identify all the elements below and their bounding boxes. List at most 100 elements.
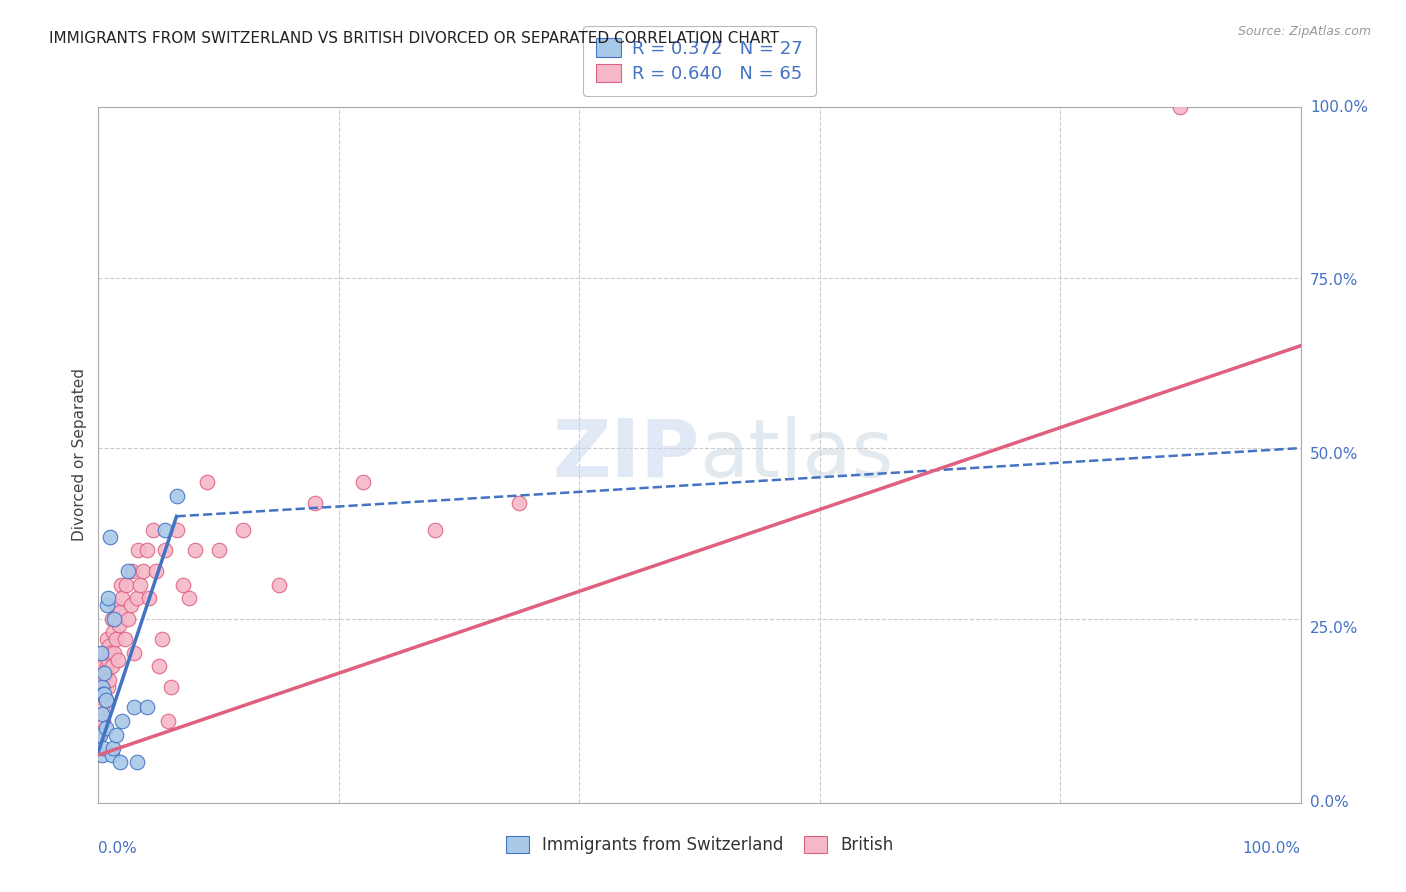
Point (94, 721, 117, 735)
Point (423, 523, 446, 537)
Point (91, 707, 114, 722)
Point (120, 598, 142, 612)
Point (91, 700, 114, 714)
Point (94, 693, 117, 707)
Point (100, 747, 122, 762)
Point (89, 728, 111, 742)
Point (98, 673, 121, 687)
Point (177, 591, 200, 606)
Point (101, 741, 124, 756)
Point (100, 530, 122, 544)
Text: IMMIGRANTS FROM SWITZERLAND VS BRITISH DIVORCED OR SEPARATED CORRELATION CHART: IMMIGRANTS FROM SWITZERLAND VS BRITISH D… (49, 31, 779, 46)
Point (97, 591, 120, 606)
Point (90, 666, 112, 681)
Point (145, 564, 167, 578)
Point (89, 714, 111, 728)
Point (125, 591, 148, 606)
Point (91, 741, 114, 756)
Point (89, 687, 111, 701)
Point (135, 700, 157, 714)
Point (100, 612, 122, 626)
Point (138, 591, 160, 606)
Point (108, 605, 131, 619)
Point (208, 543, 231, 558)
Point (150, 632, 173, 646)
Point (108, 618, 131, 632)
Point (105, 728, 128, 742)
Point (96, 632, 118, 646)
Text: Source: ZipAtlas.com: Source: ZipAtlas.com (1237, 25, 1371, 38)
Text: 0.0%: 0.0% (1310, 796, 1348, 810)
Point (183, 543, 205, 558)
Point (352, 475, 374, 490)
Text: 100.0%: 100.0% (1243, 841, 1301, 856)
Point (111, 714, 134, 728)
Point (132, 564, 155, 578)
Point (90, 687, 112, 701)
Point (508, 496, 530, 510)
Point (127, 543, 149, 558)
Point (135, 543, 157, 558)
Point (104, 598, 127, 612)
Point (94, 693, 117, 707)
Point (304, 496, 326, 510)
Point (96, 659, 118, 673)
Point (101, 625, 124, 640)
Point (91, 673, 114, 687)
Point (97, 652, 120, 666)
Point (166, 523, 188, 537)
Point (153, 523, 176, 537)
Point (96, 598, 118, 612)
Point (93, 646, 115, 660)
Point (159, 680, 181, 694)
Point (100, 646, 122, 660)
Point (105, 632, 128, 646)
Text: ZIP: ZIP (553, 416, 699, 494)
Point (103, 612, 125, 626)
Text: 50.0%: 50.0% (1310, 448, 1358, 462)
Point (166, 489, 188, 503)
Point (125, 755, 148, 769)
Point (93, 666, 115, 681)
Point (91, 687, 114, 701)
Point (91, 714, 114, 728)
Point (117, 612, 139, 626)
Point (100, 659, 122, 673)
Point (98, 639, 121, 653)
Point (91, 680, 114, 694)
Point (108, 755, 131, 769)
Text: 25.0%: 25.0% (1310, 622, 1358, 636)
Point (124, 646, 146, 660)
Point (90, 646, 112, 660)
Point (157, 714, 180, 728)
Point (110, 577, 132, 591)
Point (91, 659, 114, 673)
Text: 100.0%: 100.0% (1310, 100, 1368, 114)
Point (141, 523, 163, 537)
Legend: Immigrants from Switzerland, British: Immigrants from Switzerland, British (495, 826, 904, 864)
Point (111, 591, 134, 606)
Point (97, 680, 120, 694)
Point (94, 666, 117, 681)
Point (115, 577, 138, 591)
Point (114, 632, 136, 646)
Point (90, 714, 112, 728)
Point (1170, 100, 1192, 114)
Point (232, 523, 254, 537)
Point (93, 680, 115, 694)
Point (195, 475, 218, 490)
Text: 0.0%: 0.0% (98, 841, 138, 856)
Point (91, 747, 114, 762)
Point (107, 652, 129, 666)
Point (153, 543, 176, 558)
Point (148, 659, 170, 673)
Point (89, 700, 111, 714)
Point (121, 564, 143, 578)
Text: atlas: atlas (699, 416, 894, 494)
Point (93, 687, 115, 701)
Point (267, 577, 290, 591)
Point (117, 564, 139, 578)
Point (172, 577, 194, 591)
Point (87, 728, 110, 742)
Point (103, 646, 125, 660)
